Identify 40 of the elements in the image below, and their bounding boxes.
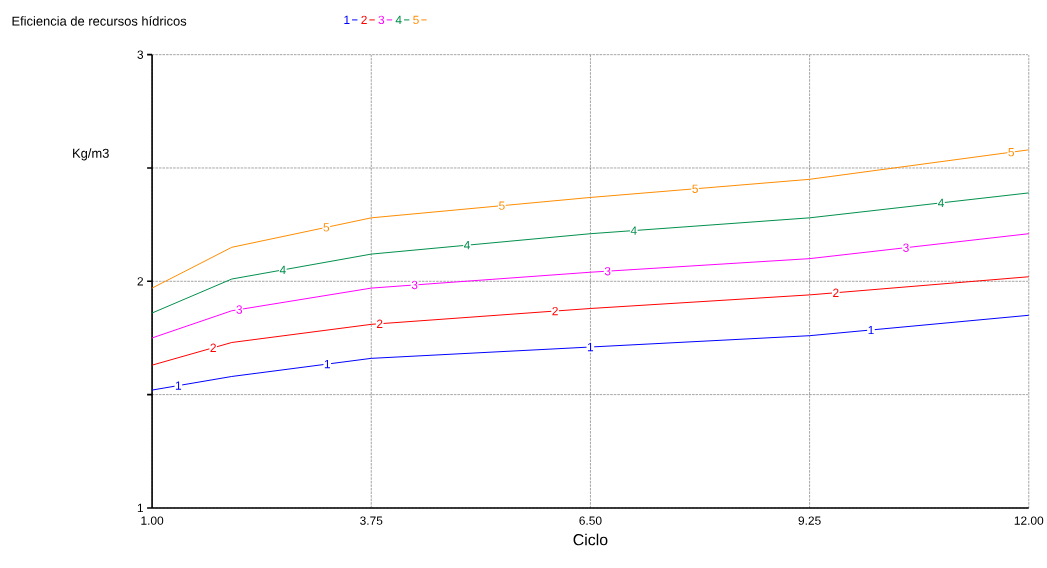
text: 1	[868, 326, 874, 335]
x-tick-label: 9.25	[798, 516, 821, 526]
y-tick-label: 2	[137, 277, 143, 286]
chart-title: Eficiencia de recursos hídricos	[12, 16, 187, 26]
text: 5	[1008, 148, 1015, 157]
y-axis-title: Kg/m3	[73, 148, 109, 161]
text: 3	[903, 243, 909, 253]
legend-label: 1	[344, 16, 350, 25]
text: 3	[236, 305, 243, 314]
text: 4	[937, 199, 944, 208]
text: 4	[279, 266, 286, 275]
legend-label: 5	[413, 16, 419, 25]
x-axis-title: Ciclo	[573, 533, 608, 546]
line-series	[151, 192, 1030, 314]
legend-label: 3	[378, 15, 385, 25]
text: 2	[210, 343, 216, 353]
text: 2	[833, 288, 839, 298]
line-series	[151, 149, 1030, 289]
text: 5	[499, 201, 505, 211]
x-tick-label: 1.00	[141, 516, 164, 526]
text: 2	[376, 319, 383, 329]
y-tick-label: 1	[137, 504, 144, 513]
line-series	[151, 233, 1030, 339]
text: 4	[463, 241, 470, 250]
text: 4	[630, 226, 637, 235]
text: 3	[604, 267, 611, 276]
x-tick-label: 3.75	[360, 516, 383, 526]
x-tick-label: 6.50	[579, 516, 602, 526]
y-tick-label: 3	[137, 50, 144, 60]
text: 3	[411, 280, 418, 290]
line-series	[151, 315, 1030, 391]
text: 5	[323, 223, 330, 232]
text: 2	[552, 307, 558, 316]
x-tick-label: 12.00	[1014, 516, 1044, 526]
text: 5	[692, 184, 698, 194]
text: 1	[587, 343, 594, 352]
text: 1	[175, 381, 182, 390]
legend-label: 2	[361, 15, 367, 25]
legend-label: 4	[395, 16, 402, 25]
text: 1	[324, 360, 330, 369]
